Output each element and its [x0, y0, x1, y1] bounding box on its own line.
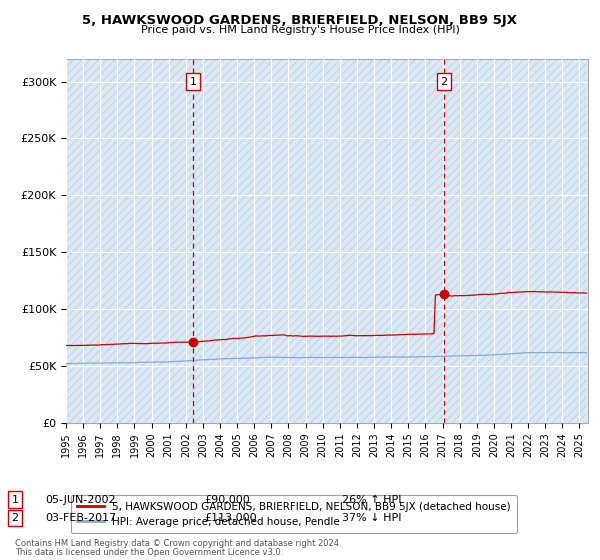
Text: £113,000: £113,000 — [204, 513, 257, 523]
Text: 05-JUN-2002: 05-JUN-2002 — [45, 494, 116, 505]
Text: 1: 1 — [190, 77, 196, 87]
Text: 1: 1 — [11, 494, 19, 505]
Text: Contains HM Land Registry data © Crown copyright and database right 2024.: Contains HM Land Registry data © Crown c… — [15, 539, 341, 548]
Text: 03-FEB-2017: 03-FEB-2017 — [45, 513, 116, 523]
Text: 5, HAWKSWOOD GARDENS, BRIERFIELD, NELSON, BB9 5JX: 5, HAWKSWOOD GARDENS, BRIERFIELD, NELSON… — [83, 14, 517, 27]
Text: 2: 2 — [11, 513, 19, 523]
Text: £90,000: £90,000 — [204, 494, 250, 505]
Text: Price paid vs. HM Land Registry's House Price Index (HPI): Price paid vs. HM Land Registry's House … — [140, 25, 460, 35]
Text: 2: 2 — [440, 77, 448, 87]
Text: 37% ↓ HPI: 37% ↓ HPI — [342, 513, 401, 523]
Text: This data is licensed under the Open Government Licence v3.0.: This data is licensed under the Open Gov… — [15, 548, 283, 557]
Text: 26% ↑ HPI: 26% ↑ HPI — [342, 494, 401, 505]
Legend: 5, HAWKSWOOD GARDENS, BRIERFIELD, NELSON, BB9 5JX (detached house), HPI: Average: 5, HAWKSWOOD GARDENS, BRIERFIELD, NELSON… — [71, 496, 517, 533]
